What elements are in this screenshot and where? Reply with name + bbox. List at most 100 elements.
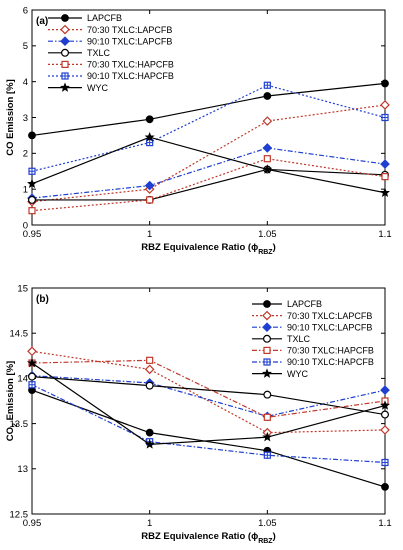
y-tick-label: 6 (23, 5, 28, 16)
data-point (145, 428, 154, 437)
x-tick-label: 0.95 (23, 229, 42, 240)
series-line (31, 147, 386, 199)
legend-marker (262, 368, 272, 378)
y-tick-label: 2 (23, 149, 28, 160)
y-tick-label: 14.5 (10, 329, 29, 340)
series-2 (27, 370, 390, 422)
legend-marker (262, 310, 272, 321)
data-point (380, 385, 390, 396)
series-line (31, 362, 386, 446)
y-axis-label: CO Emission [%] (5, 79, 16, 156)
legend-label: TXLC (87, 48, 111, 58)
data-point (28, 167, 36, 175)
label-part: RBZ Equivalence Ratio ( (141, 531, 252, 542)
data-point (28, 372, 37, 381)
data-point (381, 410, 390, 419)
data-point (381, 173, 389, 181)
data-point (27, 178, 37, 189)
y-tick-label: 13 (17, 464, 28, 475)
legend-marker (60, 82, 70, 92)
data-point (263, 81, 271, 89)
legend-marker (263, 334, 272, 343)
x-axis-label: RBZ Equivalence Ratio (ϕRBZ) (141, 242, 276, 256)
data-point (263, 413, 271, 421)
series-5 (28, 381, 389, 467)
y-tick-label: 4 (23, 77, 28, 88)
label-part: ϕ (251, 242, 258, 253)
data-point (380, 100, 390, 110)
y-tick-label: 5 (23, 41, 28, 52)
data-point (146, 356, 154, 364)
series-line (31, 389, 386, 488)
data-point (380, 159, 390, 169)
x-tick-label: 1.1 (378, 518, 391, 529)
series-line (31, 104, 386, 203)
y-tick-label: 14 (17, 374, 28, 385)
x-tick-label: 1 (147, 518, 152, 529)
legend-marker (61, 14, 69, 22)
legend-marker (262, 322, 272, 333)
data-point (262, 143, 273, 153)
x-axis-label: RBZ Equivalence Ratio (ϕRBZ) (141, 531, 276, 545)
data-point (380, 187, 390, 197)
series-line (31, 136, 386, 194)
data-point (263, 155, 271, 163)
data-point (144, 439, 155, 449)
label-part: ϕ (251, 531, 258, 542)
series-6 (27, 357, 390, 449)
label-part: RBZ (258, 538, 273, 545)
series-group (27, 79, 390, 215)
series-line (31, 82, 386, 137)
legend-marker (263, 358, 271, 366)
x-tick-label: 1.05 (258, 229, 277, 240)
legend-marker (263, 346, 271, 354)
legend-label: 90:10 TXLC:LAPCFB (287, 322, 372, 332)
series-3 (28, 165, 390, 204)
series-6 (27, 131, 390, 197)
data-point (144, 180, 155, 191)
data-point (146, 138, 154, 147)
series-0 (28, 79, 389, 140)
y-tick-label: 0 (23, 220, 28, 231)
data-point (262, 431, 273, 442)
series-line (32, 168, 386, 201)
series-line (31, 158, 386, 212)
legend-label: LAPCFB (287, 299, 322, 309)
data-point (146, 196, 154, 204)
data-point (380, 425, 390, 435)
legend-label: LAPCFB (87, 13, 122, 23)
data-point (381, 79, 389, 88)
series-0 (28, 386, 389, 491)
data-point (27, 346, 37, 357)
series-line (31, 375, 386, 417)
label-part: 2 (12, 423, 19, 427)
series-group (27, 346, 390, 491)
label-part: CO Emission [%] (5, 79, 16, 156)
y-axis-label: CO2 Emission [%] (5, 361, 19, 441)
label-part: ) (273, 242, 276, 253)
series-line (31, 359, 386, 418)
series-5 (28, 81, 389, 175)
legend-label: 70:30 TXLC:LAPCFB (287, 311, 372, 321)
y-tick-label: 12.5 (10, 509, 29, 520)
y-tick-label: 13.5 (10, 419, 29, 430)
legend-marker (60, 48, 69, 57)
label-part: Emission [%] (5, 361, 16, 423)
label-part: RBZ (258, 249, 273, 256)
label-part: ) (273, 531, 276, 542)
series-line (31, 384, 386, 464)
series-1 (27, 346, 390, 438)
legend-marker (61, 60, 69, 69)
y-tick-label: 3 (23, 113, 28, 124)
label-part: CO (5, 427, 16, 441)
data-point (28, 207, 36, 215)
legend-label: 90:10 TXLC:LAPCFB (87, 36, 172, 46)
legend-label: 70:30 TXLC:LAPCFB (87, 25, 172, 35)
data-point (381, 113, 389, 122)
legend-label: 70:30 TXLC:HAPCFB (287, 346, 374, 356)
label-part: RBZ Equivalence Ratio ( (141, 242, 252, 253)
legend-label: 90:10 TXLC:HAPCFB (287, 357, 374, 367)
x-tick-label: 1 (147, 229, 152, 240)
